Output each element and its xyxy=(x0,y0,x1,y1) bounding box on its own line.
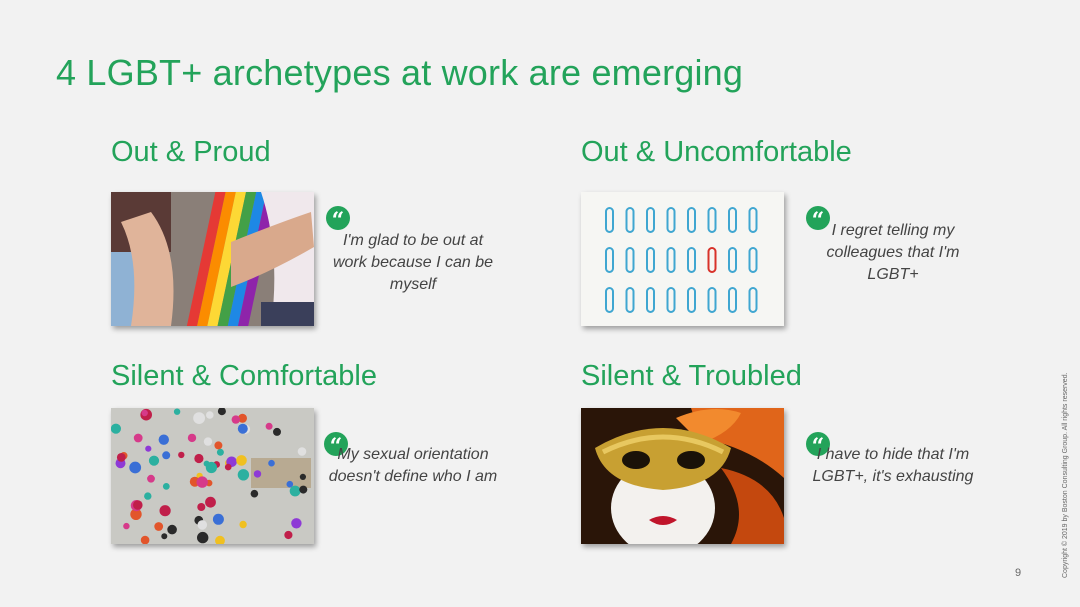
quote-icon: “ xyxy=(806,432,830,460)
archetype-heading-out-uncomfortable: Out & Uncomfortable xyxy=(581,136,852,168)
paperclips-photo xyxy=(581,192,784,326)
archetype-quote-out-uncomfortable: I regret telling my colleagues that I'm … xyxy=(826,222,960,283)
slide-title: 4 LGBT+ archetypes at work are emerging xyxy=(56,52,744,93)
pride-flags-photo xyxy=(111,192,314,326)
page-number: 9 xyxy=(1015,567,1022,579)
archetype-quote-silent-troubled: I have to hide that I'm LGBT+, it's exha… xyxy=(812,446,974,485)
archetype-heading-out-proud: Out & Proud xyxy=(111,136,271,168)
archetype-quote-out-proud: I'm glad to be out at work because I can… xyxy=(332,232,494,293)
archetype-heading-silent-comfortable: Silent & Comfortable xyxy=(111,360,377,392)
quote-icon: “ xyxy=(326,206,350,234)
copyright-notice: Copyright © 2019 by Boston Consulting Gr… xyxy=(1062,372,1069,578)
quote-icon: “ xyxy=(806,206,830,234)
quote-icon: “ xyxy=(324,432,348,460)
archetype-quote-silent-comfortable: My sexual orientation doesn't define who… xyxy=(328,446,498,485)
archetype-heading-silent-troubled: Silent & Troubled xyxy=(581,360,802,392)
umbrellas-crowd-photo xyxy=(111,408,314,544)
venetian-mask-photo xyxy=(581,408,784,544)
